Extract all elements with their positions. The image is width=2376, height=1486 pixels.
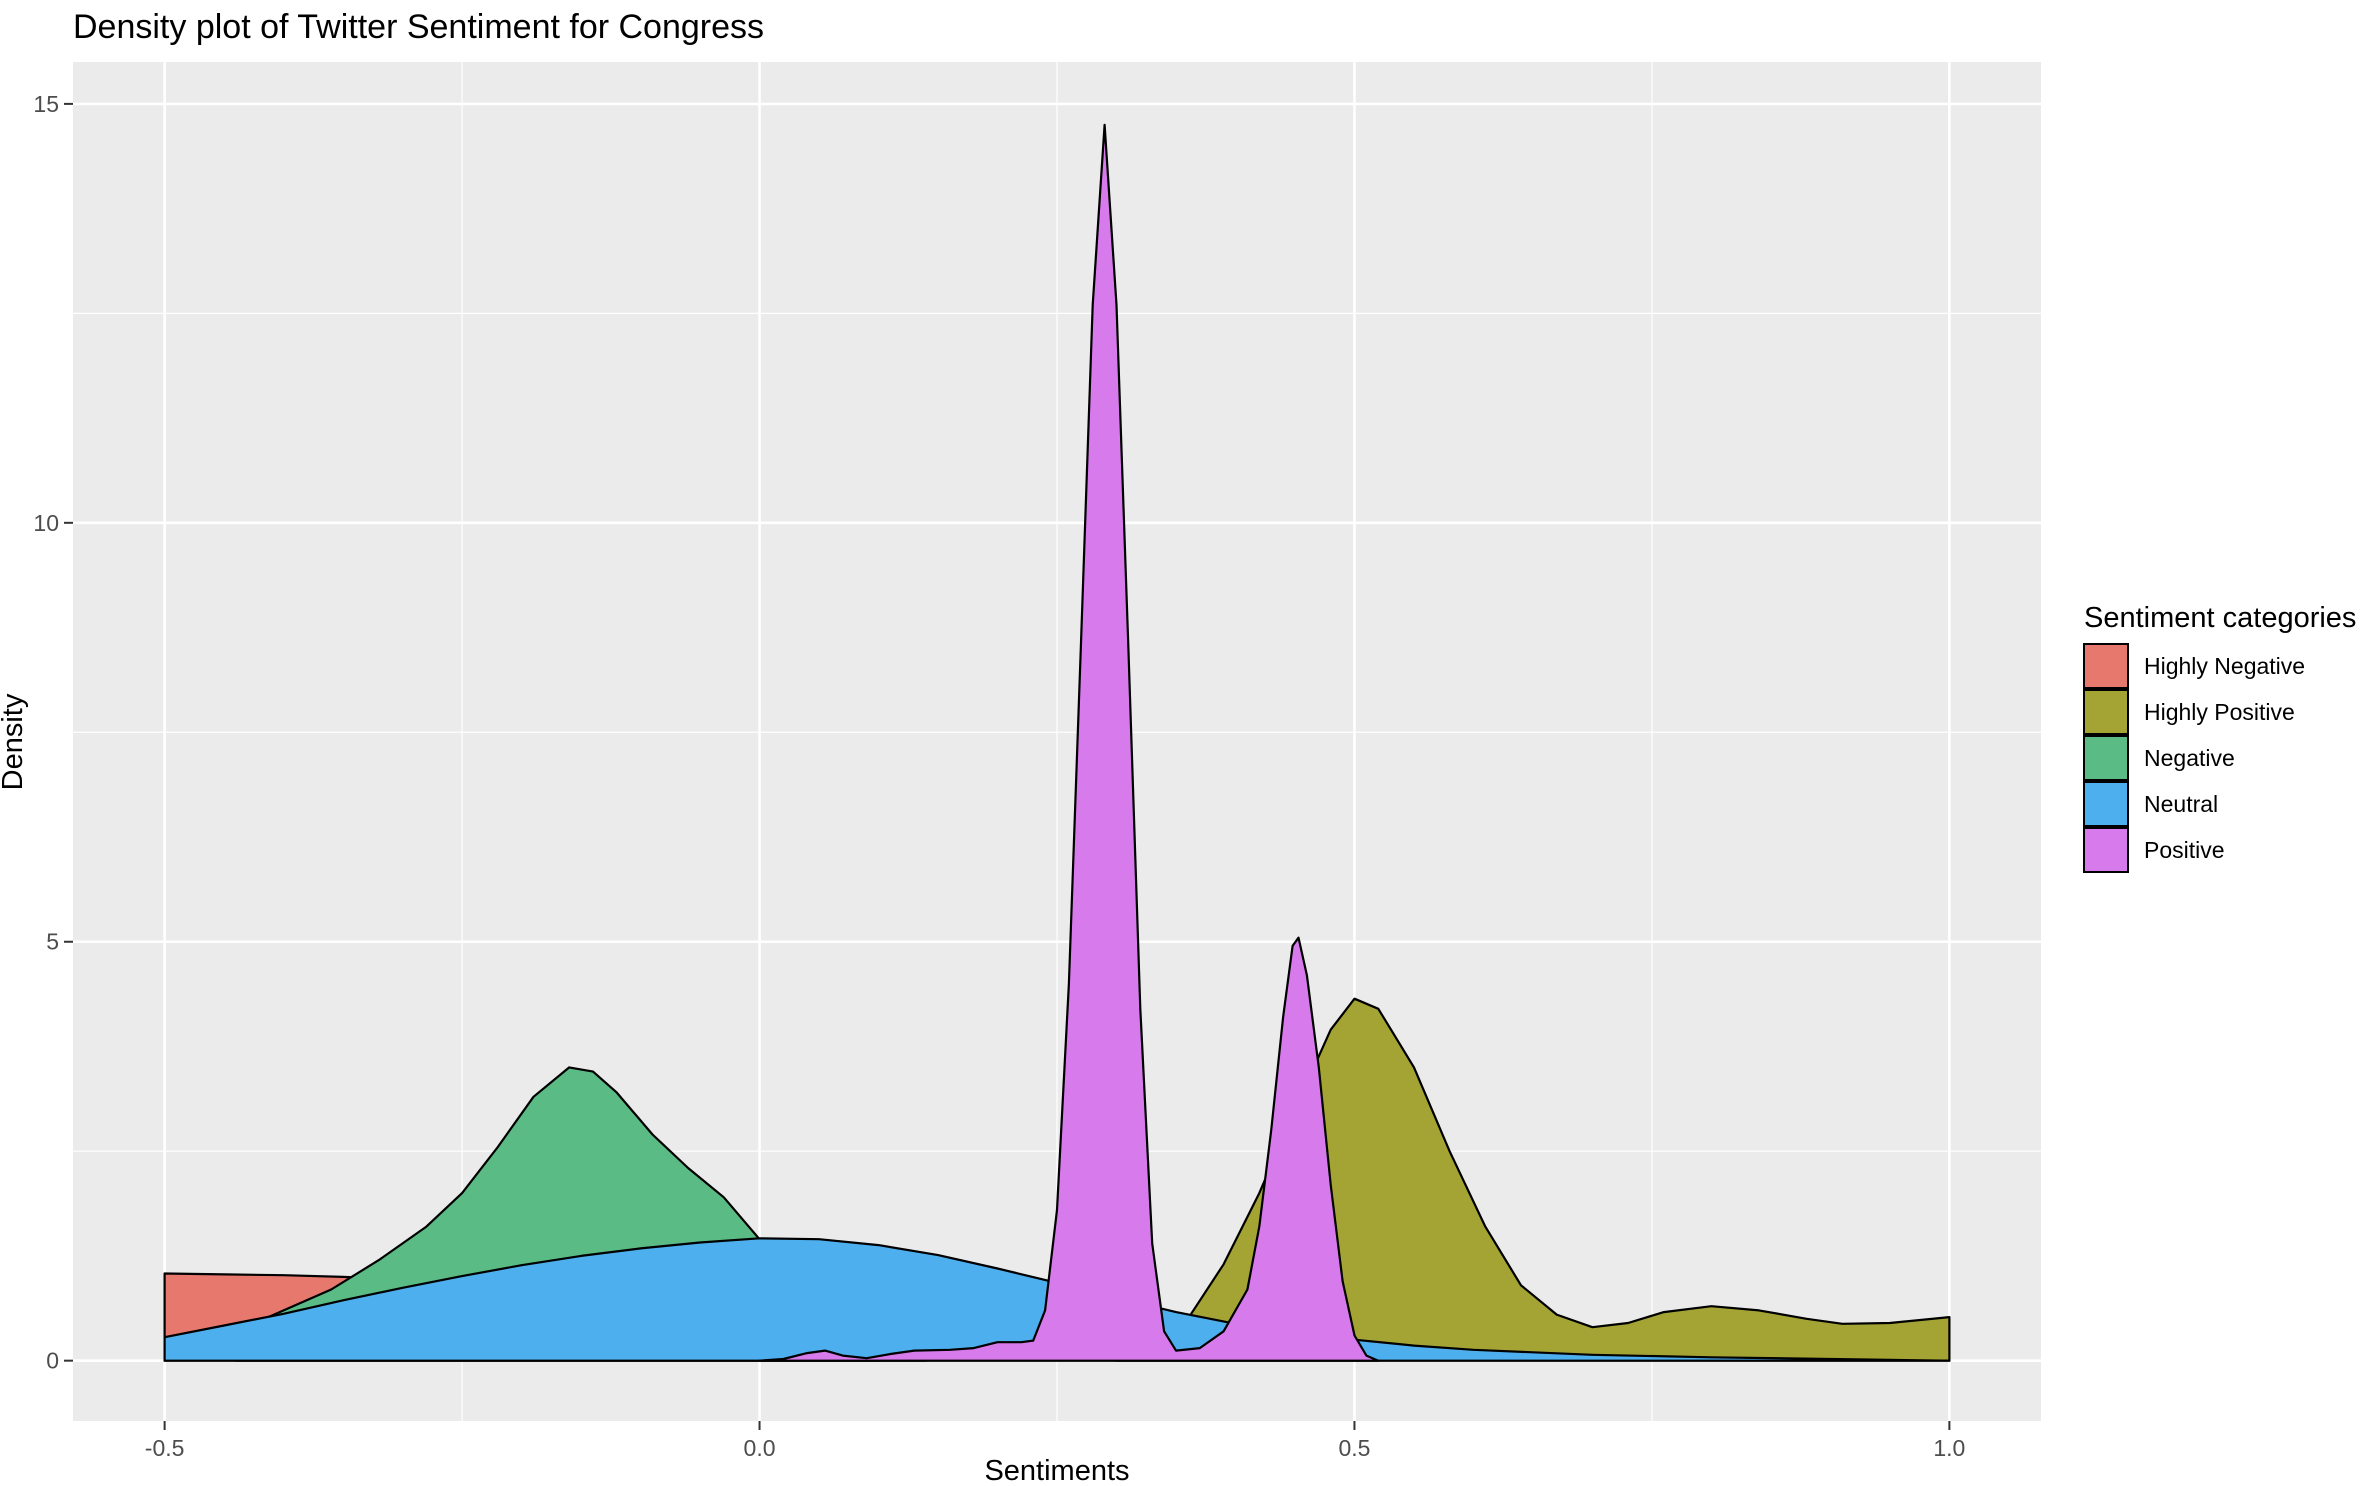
x-axis: -0.5 0.0 0.5 1.0 (145, 1421, 1965, 1461)
legend-key-neutral (2083, 781, 2129, 827)
x-tick-label: 0.5 (1338, 1435, 1370, 1461)
legend-label: Highly Positive (2144, 699, 2295, 725)
x-tick-label: 0.0 (744, 1435, 776, 1461)
legend-title: Sentiment categories (2084, 602, 2356, 634)
legend: Sentiment categories Highly Negative High… (2083, 602, 2356, 873)
density-series (163, 123, 1951, 1362)
legend-label: Positive (2144, 837, 2225, 863)
x-tick-label: 1.0 (1933, 1435, 1965, 1461)
y-tick-label: 5 (46, 929, 59, 955)
chart-title: Density plot of Twitter Sentiment for Co… (73, 8, 764, 46)
y-axis-title: Density (0, 693, 29, 790)
x-tick-label: -0.5 (145, 1435, 185, 1461)
legend-key-highly-positive (2083, 689, 2129, 735)
y-axis: 0 5 10 15 (33, 91, 73, 1374)
legend-key-negative (2083, 735, 2129, 781)
legend-key-highly-negative (2083, 643, 2129, 689)
y-tick-label: 15 (33, 91, 59, 117)
y-tick-label: 0 (46, 1348, 59, 1374)
x-axis-title: Sentiments (984, 1455, 1129, 1486)
legend-label: Neutral (2144, 791, 2218, 817)
legend-label: Negative (2144, 745, 2235, 771)
y-tick-label: 10 (33, 510, 59, 536)
legend-key-positive (2083, 827, 2129, 873)
density-area-positive (758, 123, 1380, 1362)
legend-label: Highly Negative (2144, 653, 2305, 679)
